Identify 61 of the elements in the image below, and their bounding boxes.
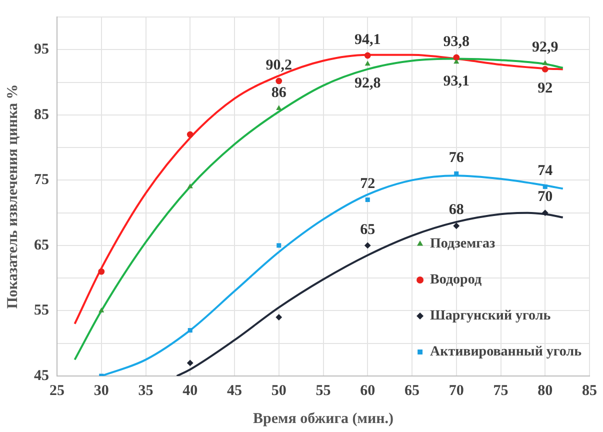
point xyxy=(186,360,194,366)
x-tick-label: 50 xyxy=(271,382,286,399)
point xyxy=(454,171,459,176)
legend-label: Шаргунский уголь xyxy=(430,308,552,324)
y-tick-label: 85 xyxy=(34,106,49,123)
x-tick-label: 75 xyxy=(493,382,508,399)
data-label: 93,1 xyxy=(443,73,470,90)
x-tick-label: 80 xyxy=(538,382,553,399)
data-label: 90,2 xyxy=(266,57,292,74)
data-label: 86 xyxy=(271,84,287,101)
point xyxy=(364,242,371,249)
point xyxy=(276,243,282,248)
point xyxy=(276,78,282,84)
point xyxy=(365,198,370,202)
point xyxy=(188,328,192,333)
point xyxy=(364,52,371,59)
x-tick-label: 70 xyxy=(448,382,464,399)
y-tick-label: 55 xyxy=(34,302,49,319)
point xyxy=(542,210,548,216)
point xyxy=(98,268,105,275)
data-label: 68 xyxy=(448,202,464,218)
x-axis-title: Время обжига (мин.) xyxy=(252,410,394,427)
point xyxy=(454,58,460,64)
x-tick-label: 25 xyxy=(50,382,64,399)
legend-label: Активированный уголь xyxy=(430,344,582,360)
data-label: 72 xyxy=(360,176,376,192)
data-label: 92 xyxy=(538,80,553,97)
y-tick-label: 65 xyxy=(34,237,49,254)
point xyxy=(187,184,193,188)
data-label: 65 xyxy=(360,222,376,238)
x-tick-label: 65 xyxy=(404,382,420,399)
point xyxy=(453,54,460,61)
data-label: 94,1 xyxy=(354,32,381,48)
y-axis-title: Показатель извлечения цинка % xyxy=(4,84,21,309)
y-tick-label: 75 xyxy=(34,172,49,188)
point xyxy=(98,308,104,312)
x-tick-label: 45 xyxy=(227,382,242,399)
data-label: 70 xyxy=(538,189,553,206)
point xyxy=(453,222,460,230)
point xyxy=(542,184,548,189)
data-label: 74 xyxy=(538,163,554,180)
data-label: 93,8 xyxy=(443,34,470,50)
point xyxy=(276,314,282,320)
x-tick-label: 30 xyxy=(94,382,109,399)
point xyxy=(542,66,548,72)
data-label: 76 xyxy=(448,150,464,166)
x-tick-label: 55 xyxy=(316,382,331,399)
x-tick-label: 60 xyxy=(360,382,376,399)
y-tick-label: 45 xyxy=(34,368,49,384)
x-tick-label: 85 xyxy=(582,382,597,399)
data-label: 92,8 xyxy=(354,75,381,92)
legend-label: Водород xyxy=(430,272,482,288)
point xyxy=(542,60,548,65)
x-tick-label: 35 xyxy=(138,382,154,399)
data-label: 92,9 xyxy=(532,40,558,56)
point xyxy=(186,131,194,138)
legend-label: Подземгаз xyxy=(430,236,496,252)
point xyxy=(276,105,282,110)
point xyxy=(364,60,370,66)
y-tick-label: 95 xyxy=(34,42,49,58)
x-tick-label: 40 xyxy=(182,382,198,399)
